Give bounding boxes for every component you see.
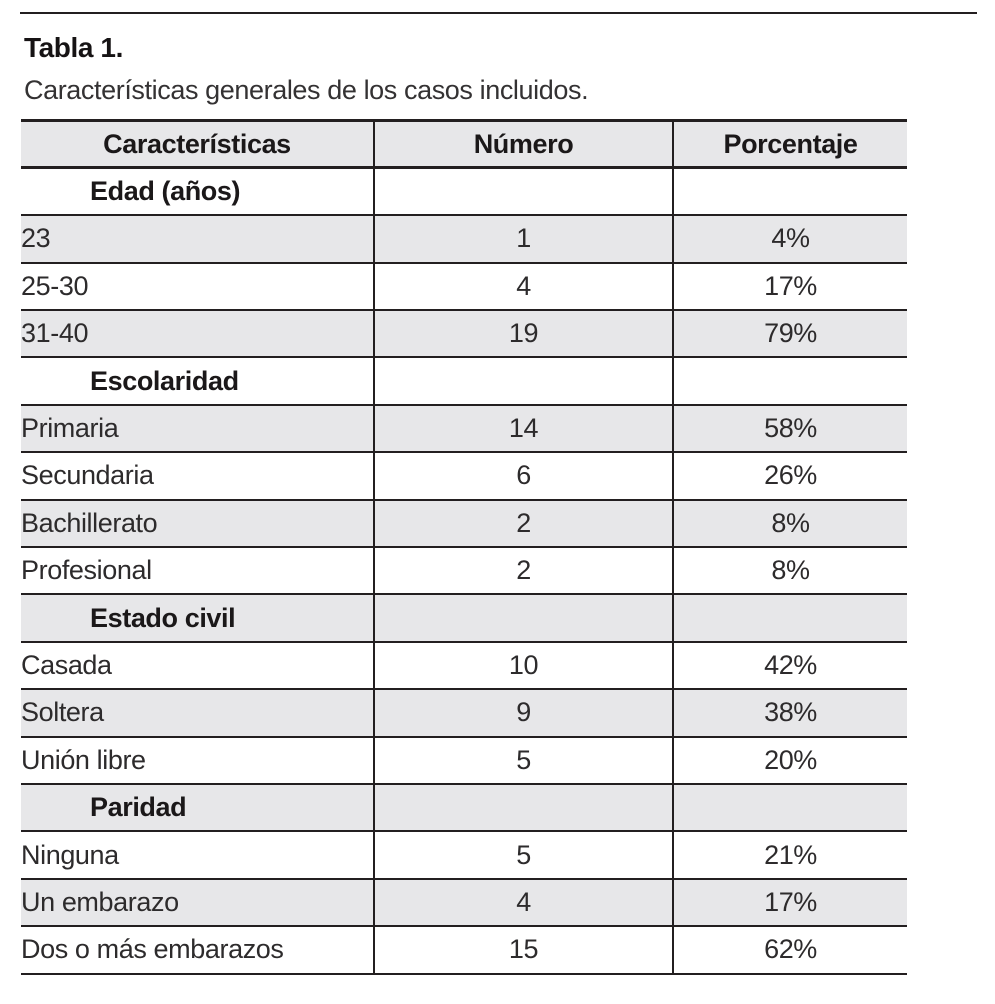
top-divider-rule [20, 12, 977, 14]
number-cell: 15 [373, 926, 673, 975]
number-cell: 19 [373, 310, 673, 359]
percentage-cell [672, 357, 907, 406]
number-cell: 5 [373, 736, 673, 785]
table-row: Ninguna 5 21% [21, 831, 907, 880]
section-row-edad: Edad (años) [21, 167, 907, 217]
number-cell [373, 357, 673, 406]
table-title: Tabla 1. [24, 32, 123, 63]
percentage-cell [672, 783, 907, 833]
percentage-cell: 17% [672, 262, 907, 312]
table-caption: Características generales de los casos i… [24, 75, 589, 105]
characteristic-cell: Bachillerato [21, 499, 374, 549]
table-row: Casada 10 42% [21, 641, 907, 691]
characteristic-cell: Secundaria [21, 452, 374, 501]
number-cell: 2 [373, 499, 673, 549]
table-row: Secundaria 6 26% [21, 452, 907, 501]
characteristic-cell: Profesional [21, 547, 374, 596]
number-cell: 6 [373, 452, 673, 501]
section-label: Paridad [21, 783, 374, 833]
number-cell [373, 783, 673, 833]
number-cell: 4 [373, 262, 673, 312]
characteristic-cell: Unión libre [21, 736, 374, 785]
table-row: Dos o más embarazos 15 62% [21, 926, 907, 975]
column-header-caracteristicas: Características [21, 120, 374, 170]
number-cell: 2 [373, 547, 673, 596]
section-label: Edad (años) [21, 167, 374, 217]
table-row: Unión libre 5 20% [21, 736, 907, 785]
characteristic-cell: Primaria [21, 404, 374, 454]
characteristic-cell: Un embarazo [21, 878, 374, 928]
percentage-cell [672, 167, 907, 217]
number-cell: 5 [373, 831, 673, 880]
characteristics-table: Características Número Porcentaje Edad (… [21, 119, 907, 975]
percentage-cell: 20% [672, 736, 907, 785]
table-row: 23 1 4% [21, 215, 907, 264]
percentage-cell: 62% [672, 926, 907, 975]
number-cell: 4 [373, 878, 673, 928]
percentage-cell: 58% [672, 404, 907, 454]
table-row: Soltera 9 38% [21, 689, 907, 738]
header-row: Características Número Porcentaje [21, 120, 907, 170]
table-row: Profesional 2 8% [21, 547, 907, 596]
characteristic-cell: 25-30 [21, 262, 374, 312]
percentage-cell: 8% [672, 547, 907, 596]
characteristic-cell: Casada [21, 641, 374, 691]
percentage-cell: 21% [672, 831, 907, 880]
characteristic-cell: Soltera [21, 689, 374, 738]
section-row-paridad: Paridad [21, 783, 907, 833]
column-header-numero: Número [373, 120, 673, 170]
percentage-cell: 79% [672, 310, 907, 359]
table-row: Primaria 14 58% [21, 404, 907, 454]
number-cell [373, 167, 673, 217]
section-row-estado-civil: Estado civil [21, 594, 907, 643]
table-row: Bachillerato 2 8% [21, 499, 907, 549]
table-row: 31-40 19 79% [21, 310, 907, 359]
number-cell [373, 594, 673, 643]
characteristic-cell: Dos o más embarazos [21, 926, 374, 975]
percentage-cell: 38% [672, 689, 907, 738]
percentage-cell: 8% [672, 499, 907, 549]
percentage-cell: 42% [672, 641, 907, 691]
percentage-cell [672, 594, 907, 643]
number-cell: 14 [373, 404, 673, 454]
section-label: Escolaridad [21, 357, 374, 406]
characteristic-cell: 31-40 [21, 310, 374, 359]
characteristic-cell: 23 [21, 215, 374, 264]
column-header-porcentaje: Porcentaje [672, 120, 907, 170]
percentage-cell: 26% [672, 452, 907, 501]
section-row-escolaridad: Escolaridad [21, 357, 907, 406]
number-cell: 1 [373, 215, 673, 264]
table-row: 25-30 4 17% [21, 262, 907, 312]
percentage-cell: 4% [672, 215, 907, 264]
table-row: Un embarazo 4 17% [21, 878, 907, 928]
number-cell: 10 [373, 641, 673, 691]
number-cell: 9 [373, 689, 673, 738]
characteristic-cell: Ninguna [21, 831, 374, 880]
percentage-cell: 17% [672, 878, 907, 928]
section-label: Estado civil [21, 594, 374, 643]
